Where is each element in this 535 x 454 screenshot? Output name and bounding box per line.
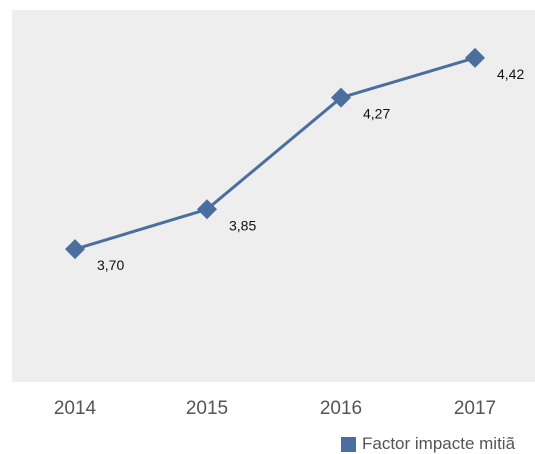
legend-label: Factor impacte mitiã xyxy=(362,434,516,453)
series-line xyxy=(74,56,476,251)
x-axis: 2014 2015 2016 2017 xyxy=(54,398,496,419)
data-label: 3,70 xyxy=(97,257,124,273)
data-point-marker xyxy=(331,87,351,108)
data-label: 4,42 xyxy=(497,66,524,82)
data-label: 3,85 xyxy=(229,217,256,233)
x-tick-label: 2014 xyxy=(54,398,97,419)
data-point-marker xyxy=(65,239,85,260)
legend-swatch xyxy=(341,436,356,452)
plot-area xyxy=(12,10,535,382)
series-layer: 3,70 3,85 4,27 4,42 xyxy=(65,47,524,273)
data-label: 4,27 xyxy=(363,106,390,122)
x-tick-label: 2017 xyxy=(454,398,496,419)
data-point-marker xyxy=(465,47,485,68)
legend: Factor impacte mitiã xyxy=(341,434,535,454)
data-point-marker xyxy=(197,199,217,220)
x-tick-label: 2016 xyxy=(320,398,362,419)
x-tick-label: 2015 xyxy=(186,398,228,419)
